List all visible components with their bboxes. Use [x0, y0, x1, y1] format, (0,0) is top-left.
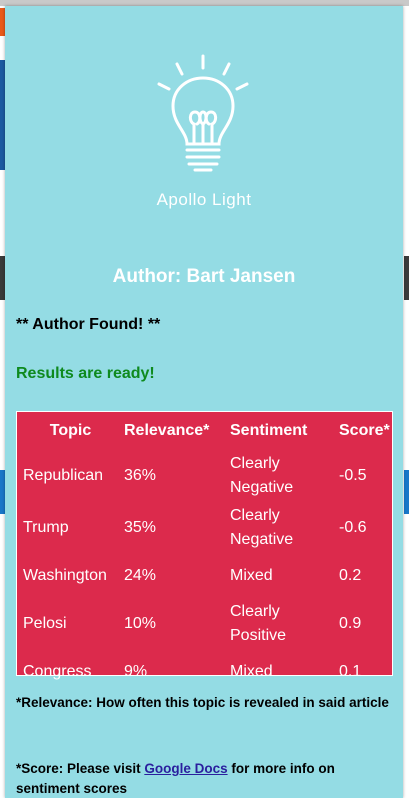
sentiment-cell: Clearly Negative — [230, 450, 339, 502]
sentiment-cell: Mixed — [230, 567, 273, 584]
results-ready-status: Results are ready! — [16, 365, 155, 382]
sentiment-line: Negative — [230, 531, 294, 548]
background-page-edge — [0, 256, 6, 300]
extension-popup: Apollo Light Author: Bart Jansen ** Auth… — [5, 6, 403, 798]
sentiment-line: Clearly — [230, 455, 280, 472]
topic-cell: Washington — [23, 567, 107, 584]
author-title: Author: Bart Jansen — [112, 266, 296, 287]
background-page-edge — [404, 256, 409, 300]
relevance-cell: 36% — [124, 467, 157, 484]
header-relevance: Relevance* — [124, 422, 210, 439]
header-score: Score* — [339, 422, 390, 439]
table-row: Congress 9% Mixed 0.1 — [17, 650, 392, 694]
relevance-cell: 10% — [124, 615, 157, 632]
table-row: Pelosi 10% Clearly Positive 0.9 — [17, 598, 392, 650]
sentiment-line: Clearly — [230, 507, 280, 524]
score-cell: 0.1 — [339, 663, 362, 680]
author-found-status: ** Author Found! ** — [16, 316, 161, 333]
score-cell: -0.5 — [339, 467, 367, 484]
score-note: *Score: Please visit Google Docs for mor… — [16, 759, 391, 798]
table-row: Trump 35% Clearly Negative -0.6 — [17, 502, 392, 554]
score-cell: 0.9 — [339, 615, 362, 632]
google-docs-link[interactable]: Google Docs — [144, 761, 228, 776]
lightbulb-icon — [157, 54, 249, 172]
background-page-edge — [0, 8, 6, 36]
header-topic: Topic — [49, 422, 92, 439]
table-header-row: Topic Relevance* Sentiment Score* — [17, 412, 392, 450]
sentiment-line: Clearly — [230, 603, 280, 620]
score-cell: 0.2 — [339, 567, 362, 584]
table-row: Republican 36% Clearly Negative -0.5 — [17, 450, 392, 502]
background-page-edge — [0, 60, 6, 170]
score-note-suffix: for more info on sentiment scores — [16, 761, 335, 796]
topic-cell: Congress — [23, 663, 92, 680]
sentiment-cell: Mixed — [230, 663, 273, 680]
sentiment-cell: Clearly Positive — [230, 598, 339, 650]
relevance-cell: 24% — [124, 567, 157, 584]
topic-cell: Republican — [23, 467, 104, 484]
sentiment-cell: Clearly Negative — [230, 502, 339, 554]
topic-cell: Trump — [23, 519, 69, 536]
relevance-cell: 35% — [124, 519, 157, 536]
score-note-prefix: *Score: Please visit — [16, 761, 145, 776]
lightbulb-logo — [5, 52, 403, 177]
table-row: Washington 24% Mixed 0.2 — [17, 554, 392, 598]
background-page-edge — [0, 470, 6, 514]
relevance-note: *Relevance: How often this topic is reve… — [16, 695, 389, 710]
sentiment-line: Positive — [230, 627, 287, 644]
results-table: Topic Relevance* Sentiment Score* Republ… — [16, 411, 393, 680]
header-sentiment: Sentiment — [230, 422, 308, 439]
background-page-edge — [404, 470, 409, 514]
topic-cell: Pelosi — [23, 615, 67, 632]
logo-text: Apollo Light — [156, 190, 252, 209]
relevance-cell: 9% — [124, 663, 148, 680]
sentiment-line: Negative — [230, 479, 294, 496]
score-cell: -0.6 — [339, 519, 367, 536]
browser-background-bar — [0, 0, 409, 6]
